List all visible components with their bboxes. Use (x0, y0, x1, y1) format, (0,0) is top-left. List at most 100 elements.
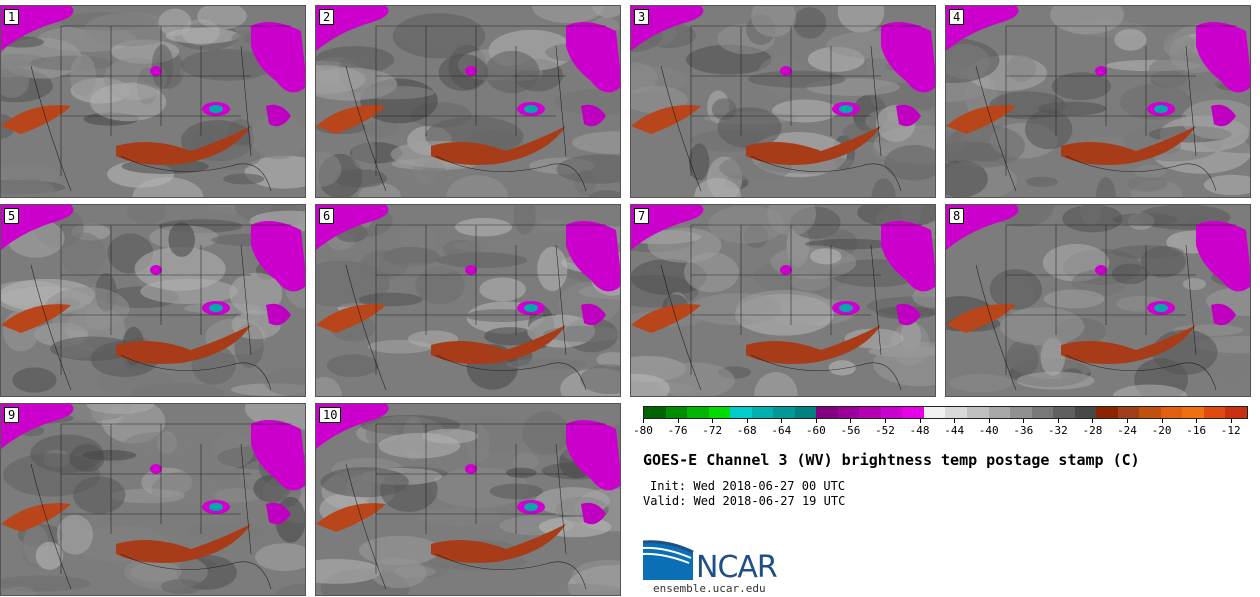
colorbar-swatch (923, 407, 946, 418)
colorbar-tick-label: -76 (667, 424, 688, 437)
postage-stamp-panel-6: 6 (315, 204, 621, 397)
postage-stamp-panel-8: 8 (945, 204, 1251, 397)
colorbar-tick-label: -72 (702, 424, 723, 437)
postage-stamp-panel-10: 10 (315, 403, 621, 596)
colorbar-swatch (751, 407, 774, 418)
colorbar-swatch (859, 407, 881, 418)
colorbar-tick (815, 419, 817, 423)
wv-map (946, 205, 1250, 396)
colorbar-tick (1057, 419, 1059, 423)
postage-stamp-panel-9: 9 (0, 403, 306, 596)
panel-number: 5 (4, 208, 20, 224)
colorbar-tick (1196, 419, 1198, 423)
wv-map (1, 6, 305, 197)
wv-map (946, 6, 1250, 197)
colorbar-swatch (1139, 407, 1161, 418)
colorbar-tick-label: -24 (1117, 424, 1137, 437)
wv-map (316, 6, 620, 197)
colorbar-tick-label: -60 (805, 424, 826, 437)
colorbar-ticks: -80 -76 -72 -68 -64 -60 -56 -52 -48 -44 -40 -36 -32 -… (633, 419, 1248, 439)
logo-url: ensemble.ucar.edu (653, 582, 766, 595)
postage-stamp-panel-3: 3 (630, 5, 936, 198)
colorbar-tick (885, 419, 886, 423)
colorbar-swatch (1117, 407, 1140, 418)
colorbar-tick-label: -56 (840, 424, 861, 437)
wv-map (316, 404, 620, 595)
colorbar-tick-label: -40 (978, 424, 999, 437)
wv-map (1, 404, 305, 595)
colorbar-tick (988, 419, 990, 423)
colorbar-swatch (966, 407, 989, 418)
colorbar-swatch (730, 407, 752, 418)
colorbar-swatch (644, 407, 666, 418)
colorbar-swatch (1010, 407, 1032, 418)
panel-number: 4 (949, 9, 965, 25)
panel-number: 3 (634, 9, 650, 25)
colorbar-tick (954, 419, 956, 423)
colorbar-swatch (773, 407, 795, 418)
colorbar-tick-label: -52 (875, 424, 895, 437)
colorbar-tick (1127, 419, 1128, 423)
colorbar-tick (850, 419, 852, 423)
panel-number: 6 (319, 208, 335, 224)
colorbar-swatch (816, 407, 838, 418)
colorbar-swatch (1096, 407, 1118, 418)
colorbar-tick-label: -48 (909, 424, 930, 437)
colorbar-swatch (837, 407, 860, 418)
colorbar-tick-label: -32 (1047, 424, 1068, 437)
colorbar-tick-label: -20 (1151, 424, 1172, 437)
panel-number: 10 (319, 407, 342, 423)
colorbar-swatch (794, 407, 817, 418)
panel-number: 9 (4, 407, 20, 423)
colorbar-swatch (687, 407, 709, 418)
colorbar-tick (1092, 419, 1094, 423)
colorbar-tick (677, 419, 679, 423)
colorbar-tick (1023, 419, 1025, 423)
panel-number: 8 (949, 208, 965, 224)
wv-map (631, 6, 935, 197)
colorbar-tick-label: -16 (1186, 424, 1207, 437)
colorbar-tick (643, 419, 644, 423)
colorbar-swatch (1031, 407, 1054, 418)
colorbar-swatch (1053, 407, 1075, 418)
colorbar-swatch (988, 407, 1011, 418)
colorbar-swatch (945, 407, 967, 418)
colorbar-swatch (902, 407, 924, 418)
colorbar-swatch (665, 407, 688, 418)
postage-stamp-panel-2: 2 (315, 5, 621, 198)
logo-text: NCAR (696, 550, 778, 585)
colorbar-swatch (1182, 407, 1204, 418)
valid-time: Valid: Wed 2018-06-27 19 UTC (643, 494, 846, 508)
colorbar-tick (781, 419, 783, 423)
init-time: Init: Wed 2018-06-27 00 UTC (650, 479, 846, 493)
colorbar-tick (712, 419, 714, 423)
colorbar-tick-label: -12 (1220, 424, 1241, 437)
colorbar (643, 406, 1248, 419)
colorbar-tick (919, 419, 921, 423)
colorbar-tick-label: -36 (1013, 424, 1034, 437)
colorbar-swatch (708, 407, 731, 418)
colorbar-swatch (1160, 407, 1183, 418)
colorbar-tick-label: -44 (944, 424, 965, 437)
colorbar-tick (1161, 419, 1163, 423)
wv-map (631, 205, 935, 396)
ncar-logo-icon (643, 540, 694, 580)
colorbar-tick-label: -80 (633, 424, 653, 437)
wv-map (1, 205, 305, 396)
colorbar-swatch (1203, 407, 1226, 418)
postage-stamp-panel-4: 4 (945, 5, 1251, 198)
panel-number: 2 (319, 9, 335, 25)
chart-title: GOES-E Channel 3 (WV) brightness temp po… (643, 451, 1140, 469)
panel-number: 1 (4, 9, 20, 25)
colorbar-tick-label: -68 (736, 424, 757, 437)
colorbar-tick-label: -28 (1082, 424, 1103, 437)
colorbar-swatch (1074, 407, 1097, 418)
colorbar-tick (746, 419, 748, 423)
colorbar-tick (1230, 419, 1232, 423)
colorbar-tick-label: -64 (771, 424, 792, 437)
colorbar-swatch (880, 407, 903, 418)
postage-stamp-panel-1: 1 (0, 5, 306, 198)
panel-number: 7 (634, 208, 650, 224)
wv-map (316, 205, 620, 396)
postage-stamp-panel-5: 5 (0, 204, 306, 397)
